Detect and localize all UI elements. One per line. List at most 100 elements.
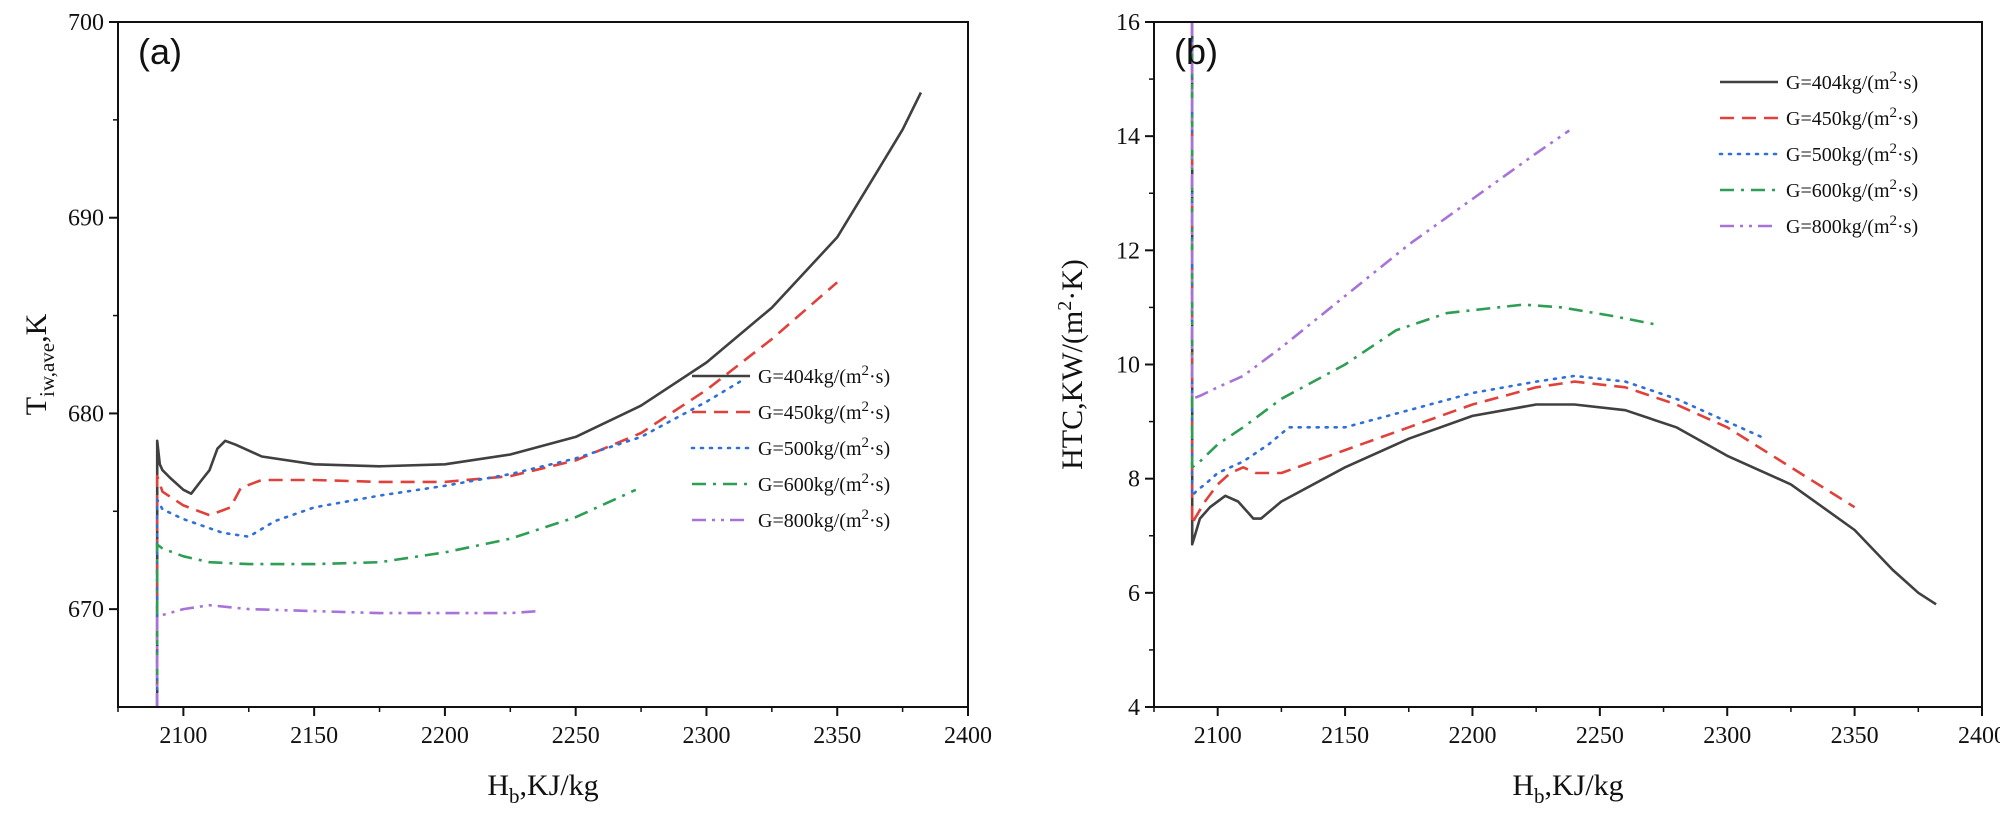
x-tick-label: 2350 (813, 723, 861, 749)
y-tick-label: 4 (1128, 695, 1140, 721)
legend-label-tail: ·s) (869, 474, 890, 496)
panel-b: 2100 2150 2200 2250 2300 2350 2400 4 6 8 10 12 14 16 (… (1054, 10, 2000, 808)
legend-label-main: G=450kg/(m (1786, 108, 1890, 130)
x-tick-label: 2400 (944, 723, 992, 749)
y-tick-label: 700 (68, 10, 104, 36)
x-tick-label: 2200 (1448, 723, 1496, 749)
legend-label-main: G=500kg/(m (1786, 144, 1890, 166)
legend-label: G=500kg/(m2·s) (758, 435, 890, 460)
series-line-4 (1190, 22, 1657, 469)
y-axis-title-main: T (20, 397, 53, 415)
legend-label-sup: 2 (862, 399, 870, 415)
legend-label-main: G=404kg/(m (1786, 72, 1890, 94)
legend-label-sup: 2 (862, 507, 870, 523)
legend-label: G=404kg/(m2·s) (758, 363, 890, 388)
x-tick-label: 2300 (1703, 723, 1751, 749)
y-axis-title-main: HTC,KW/(m (1056, 311, 1089, 470)
series-line-1 (1190, 22, 1937, 606)
y-tick-label: 8 (1128, 467, 1140, 493)
panel-label: (a) (138, 31, 182, 72)
legend-label: G=450kg/(m2·s) (758, 399, 890, 424)
panel-label: (b) (1174, 31, 1218, 72)
x-axis-title-main: H (487, 769, 509, 802)
x-tick-label: 2300 (682, 723, 730, 749)
legend-label-sup: 2 (1890, 105, 1898, 121)
x-axis-title: Hb,KJ/kg (487, 769, 598, 808)
x-axis-title-sub: b (509, 784, 520, 808)
series-line-4 (155, 488, 637, 707)
y-axis-title-rest: ·K) (1056, 259, 1089, 301)
series-line-2 (1190, 22, 1856, 526)
y-axis-title-sup: 2 (1054, 301, 1076, 311)
y-tick-label: 14 (1116, 124, 1140, 150)
legend-label-sup: 2 (1890, 141, 1898, 157)
legend-label-sup: 2 (862, 471, 870, 487)
legend-label-main: G=600kg/(m (758, 474, 862, 496)
legend-label-main: G=450kg/(m (758, 402, 862, 424)
panel-a: 2100 2150 2200 2250 2300 2350 2400 670 680 690 700… (20, 10, 992, 808)
x-tick-label: 2400 (1958, 723, 2000, 749)
x-tick-label: 2150 (290, 723, 338, 749)
x-tick-label: 2200 (421, 723, 469, 749)
legend-label-main: G=600kg/(m (1786, 180, 1890, 202)
legend-label-main: G=800kg/(m (1786, 216, 1890, 238)
legend: G=404kg/(m2·s)G=450kg/(m2·s)G=500kg/(m2·… (1718, 69, 1918, 238)
legend-label-tail: ·s) (1897, 108, 1918, 130)
x-axis-title-rest: ,KJ/kg (519, 769, 598, 802)
legend-label-sup: 2 (862, 363, 870, 379)
legend-label: G=404kg/(m2·s) (1786, 69, 1918, 94)
y-tick-label: 10 (1116, 353, 1140, 379)
legend-label-main: G=500kg/(m (758, 438, 862, 460)
x-axis-title-sub: b (1534, 784, 1545, 808)
y-axis-title: Tiw,ave,K (20, 313, 59, 415)
y-tick-label: 670 (68, 597, 104, 623)
legend-label-sup: 2 (1890, 177, 1898, 193)
legend-label-tail: ·s) (1897, 180, 1918, 202)
series-line-2 (155, 281, 839, 707)
legend-label-tail: ·s) (1897, 144, 1918, 166)
x-tick-label: 2250 (552, 723, 600, 749)
legend-label: G=800kg/(m2·s) (758, 507, 890, 532)
y-tick-label: 16 (1116, 10, 1140, 36)
series-group (155, 91, 923, 707)
plot-frame (117, 21, 969, 708)
x-tick-label: 2100 (1194, 723, 1242, 749)
x-tick-label: 2350 (1831, 723, 1879, 749)
legend-label-tail: ·s) (869, 402, 890, 424)
y-tick-label: 12 (1116, 238, 1140, 264)
series-line-1 (155, 91, 923, 707)
x-tick-label: 2250 (1576, 723, 1624, 749)
legend-label-main: G=800kg/(m (758, 510, 862, 532)
y-tick-label: 690 (68, 206, 104, 232)
y-tick-label: 6 (1128, 581, 1140, 607)
legend-label-sup: 2 (1890, 213, 1898, 229)
legend: G=404kg/(m2·s)G=450kg/(m2·s)G=500kg/(m2·… (690, 363, 890, 532)
legend-label: G=600kg/(m2·s) (758, 471, 890, 496)
legend-label-tail: ·s) (1897, 72, 1918, 94)
x-axis-title: Hb,KJ/kg (1512, 769, 1623, 808)
y-tick-label: 680 (68, 401, 104, 427)
y-axis-title: HTC,KW/(m2·K) (1054, 259, 1089, 470)
legend-label-main: G=404kg/(m (758, 366, 862, 388)
y-axis-title-sub: iw,ave (35, 343, 59, 397)
legend-label: G=500kg/(m2·s) (1786, 141, 1918, 166)
legend-label-tail: ·s) (1897, 216, 1918, 238)
legend-label: G=450kg/(m2·s) (1786, 105, 1918, 130)
legend-label-sup: 2 (1890, 69, 1898, 85)
series-line-5 (1190, 22, 1571, 401)
series-line-3 (1190, 22, 1767, 498)
x-axis-title-rest: ,KJ/kg (1544, 769, 1623, 802)
legend-label-sup: 2 (862, 435, 870, 451)
legend-label: G=600kg/(m2·s) (1786, 177, 1918, 202)
series-group (1190, 22, 1937, 606)
legend-label-tail: ·s) (869, 366, 890, 388)
legend-label: G=800kg/(m2·s) (1786, 213, 1918, 238)
x-axis-title-main: H (1512, 769, 1534, 802)
x-tick-label: 2100 (159, 723, 207, 749)
legend-label-tail: ·s) (869, 438, 890, 460)
x-tick-label: 2150 (1321, 723, 1369, 749)
series-line-5 (155, 603, 540, 707)
y-axis-title-rest: ,K (20, 313, 53, 343)
legend-label-tail: ·s) (869, 510, 890, 532)
